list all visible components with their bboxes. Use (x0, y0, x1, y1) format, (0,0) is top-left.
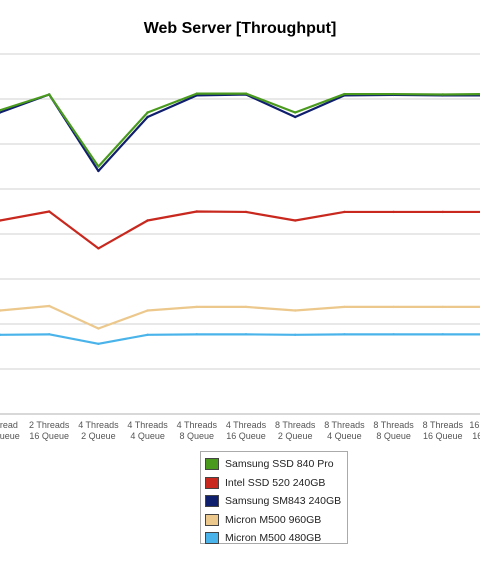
data-point (441, 210, 444, 214)
data-point (441, 305, 444, 309)
x-tick-label: 4 Threads (226, 420, 267, 430)
x-tick-label: 4 Queue (130, 431, 165, 441)
x-tick-label: 8 Queue (180, 431, 215, 441)
series-line (0, 93, 480, 173)
data-point (244, 305, 248, 309)
data-point (97, 342, 100, 345)
data-point (146, 115, 149, 119)
data-point (48, 333, 51, 336)
data-point (343, 210, 346, 214)
x-tick-label: 8 Queue (376, 431, 411, 441)
legend-swatch (205, 513, 219, 526)
data-point (48, 210, 51, 213)
x-tick-label: 16 Queue (472, 431, 480, 441)
data-point (244, 333, 248, 336)
data-point (195, 333, 198, 336)
legend-swatch (205, 458, 219, 471)
x-tick-label: 8 Threads (373, 420, 414, 430)
legend-label: Intel SSD 520 240GB (225, 476, 326, 489)
data-point (48, 304, 51, 308)
data-point (441, 93, 444, 96)
legend-label: Micron M500 480GB (225, 532, 322, 545)
data-point (244, 92, 248, 95)
x-tick-label: 2 Queue (278, 431, 313, 441)
data-point (195, 210, 198, 213)
x-tick-label: 4 Queue (327, 431, 362, 441)
legend-item: Samsung SSD 840 Pro (205, 455, 343, 474)
x-tick-label: 2 Threads (29, 420, 70, 430)
data-point (146, 309, 149, 312)
series-line (0, 210, 480, 250)
x-tick-label: 4 Threads (78, 420, 119, 430)
x-tick-label: 8 Threads (423, 420, 464, 430)
data-point (0, 333, 2, 336)
x-tick-label: 1 Thread (0, 420, 18, 430)
data-point (294, 111, 297, 114)
x-tick-label: 16 Threads (469, 420, 480, 430)
x-tick-label: 4 Threads (127, 420, 168, 430)
legend-swatch (205, 532, 219, 545)
legend-item: Micron M500 480GB (205, 529, 343, 548)
series-line (0, 333, 480, 345)
data-point (343, 305, 346, 309)
legend-item: Samsung SM843 240GB (205, 492, 343, 511)
data-point (244, 210, 248, 214)
legend-label: Micron M500 960GB (225, 513, 322, 526)
data-point (146, 333, 149, 336)
data-point (294, 115, 297, 119)
x-tick-label: 16 Queue (29, 431, 69, 441)
data-point (195, 305, 198, 309)
data-point (343, 92, 346, 96)
x-tick-label: 16 Queue (0, 431, 20, 441)
legend-swatch (205, 495, 219, 508)
x-tick-label: 4 Threads (177, 420, 218, 430)
series-line (0, 304, 480, 330)
legend: Samsung SSD 840 Pro Intel SSD 520 240GB Sa… (200, 451, 348, 545)
data-point (195, 92, 198, 95)
x-tick-label: 2 Queue (81, 431, 116, 441)
data-point (97, 165, 100, 168)
x-tick-label: 16 Queue (226, 431, 266, 441)
legend-item: Micron M500 960GB (205, 511, 343, 530)
data-point (0, 309, 2, 312)
data-point (441, 333, 444, 336)
data-point (146, 111, 149, 114)
data-point (0, 219, 2, 222)
data-point (294, 309, 297, 312)
data-point (343, 333, 346, 336)
data-point (392, 92, 395, 96)
data-point (294, 333, 297, 336)
data-point (0, 109, 2, 112)
chart-title: Web Server [Throughput] (143, 20, 337, 37)
data-point (392, 333, 395, 336)
data-point (392, 210, 395, 214)
x-tick-label: 16 Queue (423, 431, 463, 441)
x-tick-label: 8 Threads (275, 420, 316, 430)
legend-label: Samsung SSD 840 Pro (225, 458, 334, 471)
data-point (0, 111, 2, 114)
data-point (97, 327, 100, 330)
data-point (392, 305, 395, 309)
data-point (48, 93, 51, 96)
legend-item: Intel SSD 520 240GB (205, 474, 343, 493)
data-point (97, 169, 100, 173)
data-point (294, 219, 297, 222)
data-point (97, 247, 100, 250)
legend-swatch (205, 476, 219, 489)
data-point (146, 219, 149, 222)
x-tick-label: 8 Threads (324, 420, 365, 430)
legend-label: Samsung SM843 240GB (225, 495, 342, 508)
